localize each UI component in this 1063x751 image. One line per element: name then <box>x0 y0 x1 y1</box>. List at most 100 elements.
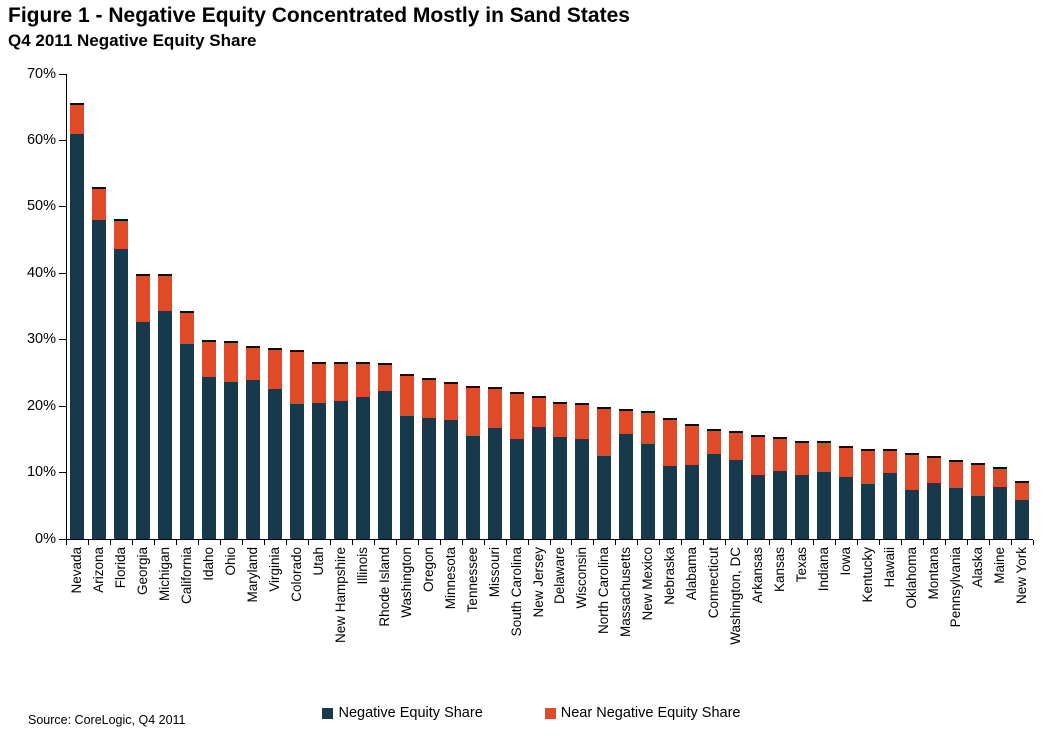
x-tick-mark <box>923 540 925 545</box>
bar-idaho <box>201 340 216 539</box>
bar-pennsylvania <box>949 460 964 539</box>
bar-segment-near-ohio <box>223 341 238 382</box>
x-axis-label-colorado: Colorado <box>288 547 304 602</box>
x-axis-label-tennessee: Tennessee <box>464 547 480 613</box>
x-axis-label-new-york: New York <box>1014 547 1029 605</box>
bar-segment-near-nebraska <box>663 418 678 466</box>
y-tick-label: 20% <box>26 397 56 414</box>
x-axis-label-new-hampshire: New Hampshire <box>332 547 348 644</box>
x-tick-mark <box>1033 540 1034 545</box>
x-axis-label-montana: Montana <box>926 547 942 600</box>
x-tick-mark <box>285 540 287 545</box>
bar-segment-negative-wisconsin <box>575 439 590 539</box>
bar-segment-negative-pennsylvania <box>949 488 964 539</box>
bar-tennessee <box>465 386 480 539</box>
y-axis <box>66 74 67 540</box>
bar-segment-negative-maine <box>993 487 1008 539</box>
bar-segment-negative-colorado <box>289 404 304 539</box>
x-axis-label-maine: Maine <box>992 547 1008 584</box>
bar-segment-near-georgia <box>135 274 150 322</box>
bar-delaware <box>553 402 568 539</box>
bar-segment-near-washington-dc <box>729 431 744 460</box>
bar-segment-near-arizona <box>91 187 106 220</box>
x-axis-label-ohio: Ohio <box>222 547 238 576</box>
bar-utah <box>311 362 326 539</box>
bar-segment-near-iowa <box>839 446 854 477</box>
x-tick-mark <box>989 540 991 545</box>
bar-kentucky <box>861 449 876 539</box>
bar-segment-negative-oklahoma <box>905 490 920 539</box>
x-tick-mark <box>835 540 837 545</box>
x-tick-mark <box>681 540 683 545</box>
bar-segment-near-florida <box>113 219 128 249</box>
x-axis-label-north-carolina: North Carolina <box>596 547 612 635</box>
bar-colorado <box>289 350 304 539</box>
bar-texas <box>795 441 810 539</box>
bar-segment-near-new-york <box>1015 481 1029 500</box>
bar-new-york <box>1015 481 1029 539</box>
bar-segment-near-wisconsin <box>575 403 590 439</box>
y-tick-mark <box>59 405 66 407</box>
bar-segment-near-north-carolina <box>597 407 612 456</box>
x-tick-mark <box>967 540 969 545</box>
bar-alabama <box>685 424 700 539</box>
bar-segment-near-south-carolina <box>509 392 524 439</box>
y-tick-label: 70% <box>26 65 56 82</box>
bar-segment-near-connecticut <box>707 429 722 454</box>
x-axis-label-connecticut: Connecticut <box>706 547 722 619</box>
bar-segment-negative-new-jersey <box>531 427 546 539</box>
bar-new-hampshire <box>333 362 348 539</box>
bar-california <box>179 311 194 539</box>
bar-indiana <box>817 441 832 539</box>
bar-segment-near-new-hampshire <box>333 362 348 401</box>
bar-segment-near-tennessee <box>465 386 480 436</box>
x-tick-mark <box>791 540 793 545</box>
x-tick-mark <box>879 540 881 545</box>
x-axis-label-texas: Texas <box>794 547 810 583</box>
bar-segment-negative-tennessee <box>465 436 480 539</box>
bar-segment-near-washington <box>399 374 414 416</box>
x-axis-label-alabama: Alabama <box>684 547 700 601</box>
bar-maryland <box>245 346 260 539</box>
bar-segment-near-indiana <box>817 441 832 472</box>
x-axis-label-new-jersey: New Jersey <box>530 547 546 618</box>
x-axis <box>66 539 1033 540</box>
x-axis-label-missouri: Missouri <box>486 547 502 598</box>
x-tick-mark <box>395 540 397 545</box>
bar-segment-negative-kentucky <box>861 484 876 539</box>
bar-segment-negative-alabama <box>685 465 700 539</box>
bar-oklahoma <box>905 453 920 539</box>
x-axis-label-massachusetts: Massachusetts <box>618 547 634 638</box>
y-tick-label: 60% <box>26 131 56 148</box>
bar-segment-negative-rhode-island <box>377 391 392 539</box>
x-tick-mark <box>901 540 903 545</box>
legend-swatch-near-negative-equity <box>544 707 556 719</box>
bar-oregon <box>421 378 436 539</box>
x-axis-label-florida: Florida <box>112 547 128 589</box>
y-tick-mark <box>59 339 66 341</box>
x-axis-label-new-mexico: New Mexico <box>640 547 656 621</box>
y-tick-label: 40% <box>26 264 56 281</box>
x-tick-mark <box>813 540 815 545</box>
x-tick-mark <box>66 540 67 545</box>
x-axis-label-virginia: Virginia <box>266 547 282 592</box>
x-tick-mark <box>857 540 859 545</box>
bar-rhode-island <box>377 363 392 539</box>
bar-segment-negative-delaware <box>553 437 568 539</box>
x-axis-label-nevada: Nevada <box>69 547 84 594</box>
bar-new-jersey <box>531 396 546 539</box>
bar-segment-negative-virginia <box>267 389 282 539</box>
x-tick-mark <box>549 540 551 545</box>
bar-segment-near-delaware <box>553 402 568 437</box>
bar-maine <box>993 467 1008 539</box>
x-axis-label-idaho: Idaho <box>200 547 216 581</box>
bar-segment-negative-connecticut <box>707 454 722 539</box>
page-subtitle: Q4 2011 Negative Equity Share <box>8 31 257 50</box>
bar-segment-negative-california <box>179 344 194 539</box>
bar-segment-negative-washington-dc <box>729 460 744 539</box>
bar-segment-negative-arkansas <box>751 475 766 539</box>
x-tick-mark <box>483 540 485 545</box>
y-tick-label: 30% <box>26 331 56 348</box>
bar-segment-negative-idaho <box>201 377 216 539</box>
